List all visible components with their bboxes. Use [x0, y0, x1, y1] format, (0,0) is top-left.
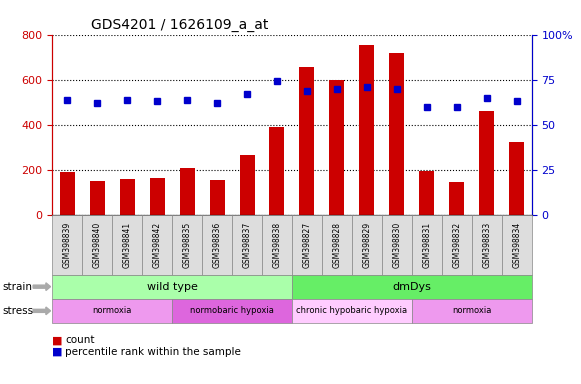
Bar: [60, 172, 75, 215]
Text: chronic hypobaric hypoxia: chronic hypobaric hypoxia: [296, 306, 407, 315]
Bar: [89, 181, 105, 215]
Text: normoxia: normoxia: [92, 306, 132, 315]
Bar: [419, 171, 434, 215]
Text: normoxia: normoxia: [452, 306, 492, 315]
Text: GSM398830: GSM398830: [392, 222, 401, 268]
Text: GSM398832: GSM398832: [452, 222, 461, 268]
Bar: [329, 80, 345, 215]
Text: normobaric hypoxia: normobaric hypoxia: [190, 306, 274, 315]
Bar: [120, 179, 135, 215]
Bar: [299, 67, 314, 215]
Text: GSM398828: GSM398828: [332, 222, 342, 268]
Text: GSM398840: GSM398840: [93, 222, 102, 268]
Text: GSM398835: GSM398835: [182, 222, 192, 268]
Text: GSM398842: GSM398842: [153, 222, 162, 268]
Text: GSM398838: GSM398838: [272, 222, 281, 268]
Text: GSM398837: GSM398837: [242, 222, 252, 268]
Text: percentile rank within the sample: percentile rank within the sample: [65, 347, 241, 357]
Text: GSM398829: GSM398829: [363, 222, 371, 268]
Text: GSM398836: GSM398836: [213, 222, 221, 268]
Text: GDS4201 / 1626109_a_at: GDS4201 / 1626109_a_at: [91, 18, 268, 32]
Bar: [389, 53, 404, 215]
Text: GSM398827: GSM398827: [303, 222, 311, 268]
Bar: [449, 182, 464, 215]
Bar: [509, 142, 524, 215]
Bar: [479, 111, 494, 215]
Text: GSM398833: GSM398833: [482, 222, 491, 268]
Text: ■: ■: [52, 347, 63, 357]
Text: GSM398839: GSM398839: [63, 222, 72, 268]
Text: wild type: wild type: [146, 281, 198, 292]
Bar: [210, 180, 224, 215]
Text: strain: strain: [3, 281, 33, 292]
Text: GSM398841: GSM398841: [123, 222, 132, 268]
Text: stress: stress: [3, 306, 34, 316]
Bar: [270, 127, 285, 215]
Text: GSM398834: GSM398834: [512, 222, 521, 268]
Bar: [150, 178, 164, 215]
Bar: [180, 168, 195, 215]
Bar: [239, 155, 254, 215]
Text: GSM398831: GSM398831: [422, 222, 431, 268]
Text: ■: ■: [52, 335, 63, 345]
Text: count: count: [65, 335, 95, 345]
Bar: [360, 45, 374, 215]
Text: dmDys: dmDys: [392, 281, 431, 292]
